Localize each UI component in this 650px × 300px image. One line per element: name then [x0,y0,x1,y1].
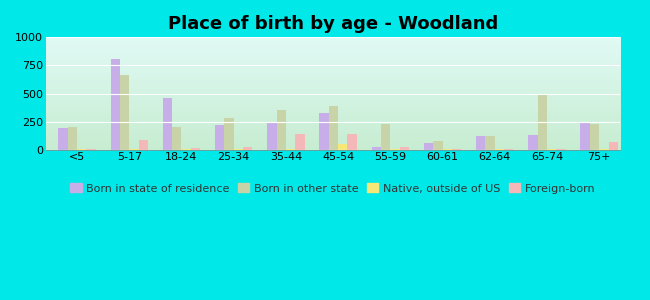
Bar [329,106,338,150]
Bar [295,134,305,150]
Bar [443,149,452,150]
Bar [547,149,556,150]
Bar [138,140,148,150]
Bar [538,95,547,150]
Bar [599,149,608,150]
Bar [476,136,486,150]
Legend: Born in state of residence, Born in other state, Native, outside of US, Foreign-: Born in state of residence, Born in othe… [66,179,600,198]
Bar [86,148,96,150]
Bar [372,147,381,150]
Bar [162,98,172,150]
Bar [433,141,443,150]
Bar [286,148,295,150]
Bar [120,75,129,150]
Bar [424,143,433,150]
Bar [58,128,68,150]
Bar [556,148,566,150]
Bar [215,125,224,150]
Bar [319,113,329,150]
Bar [452,148,461,150]
Bar [400,147,409,150]
Bar [276,110,286,150]
Bar [68,127,77,150]
Bar [495,149,504,150]
Bar [390,149,400,150]
Bar [486,136,495,150]
Bar [608,142,618,150]
Bar [234,148,243,150]
Bar [224,118,234,150]
Bar [504,148,514,150]
Bar [580,122,590,150]
Bar [348,134,357,150]
Bar [338,144,348,150]
Title: Place of birth by age - Woodland: Place of birth by age - Woodland [168,15,498,33]
Bar [129,148,138,150]
Bar [590,124,599,150]
Bar [381,124,390,150]
Bar [267,123,276,150]
Bar [77,149,86,150]
Bar [172,127,181,150]
Bar [111,59,120,150]
Bar [243,147,252,150]
Bar [191,148,200,150]
Bar [181,149,191,150]
Bar [528,135,538,150]
